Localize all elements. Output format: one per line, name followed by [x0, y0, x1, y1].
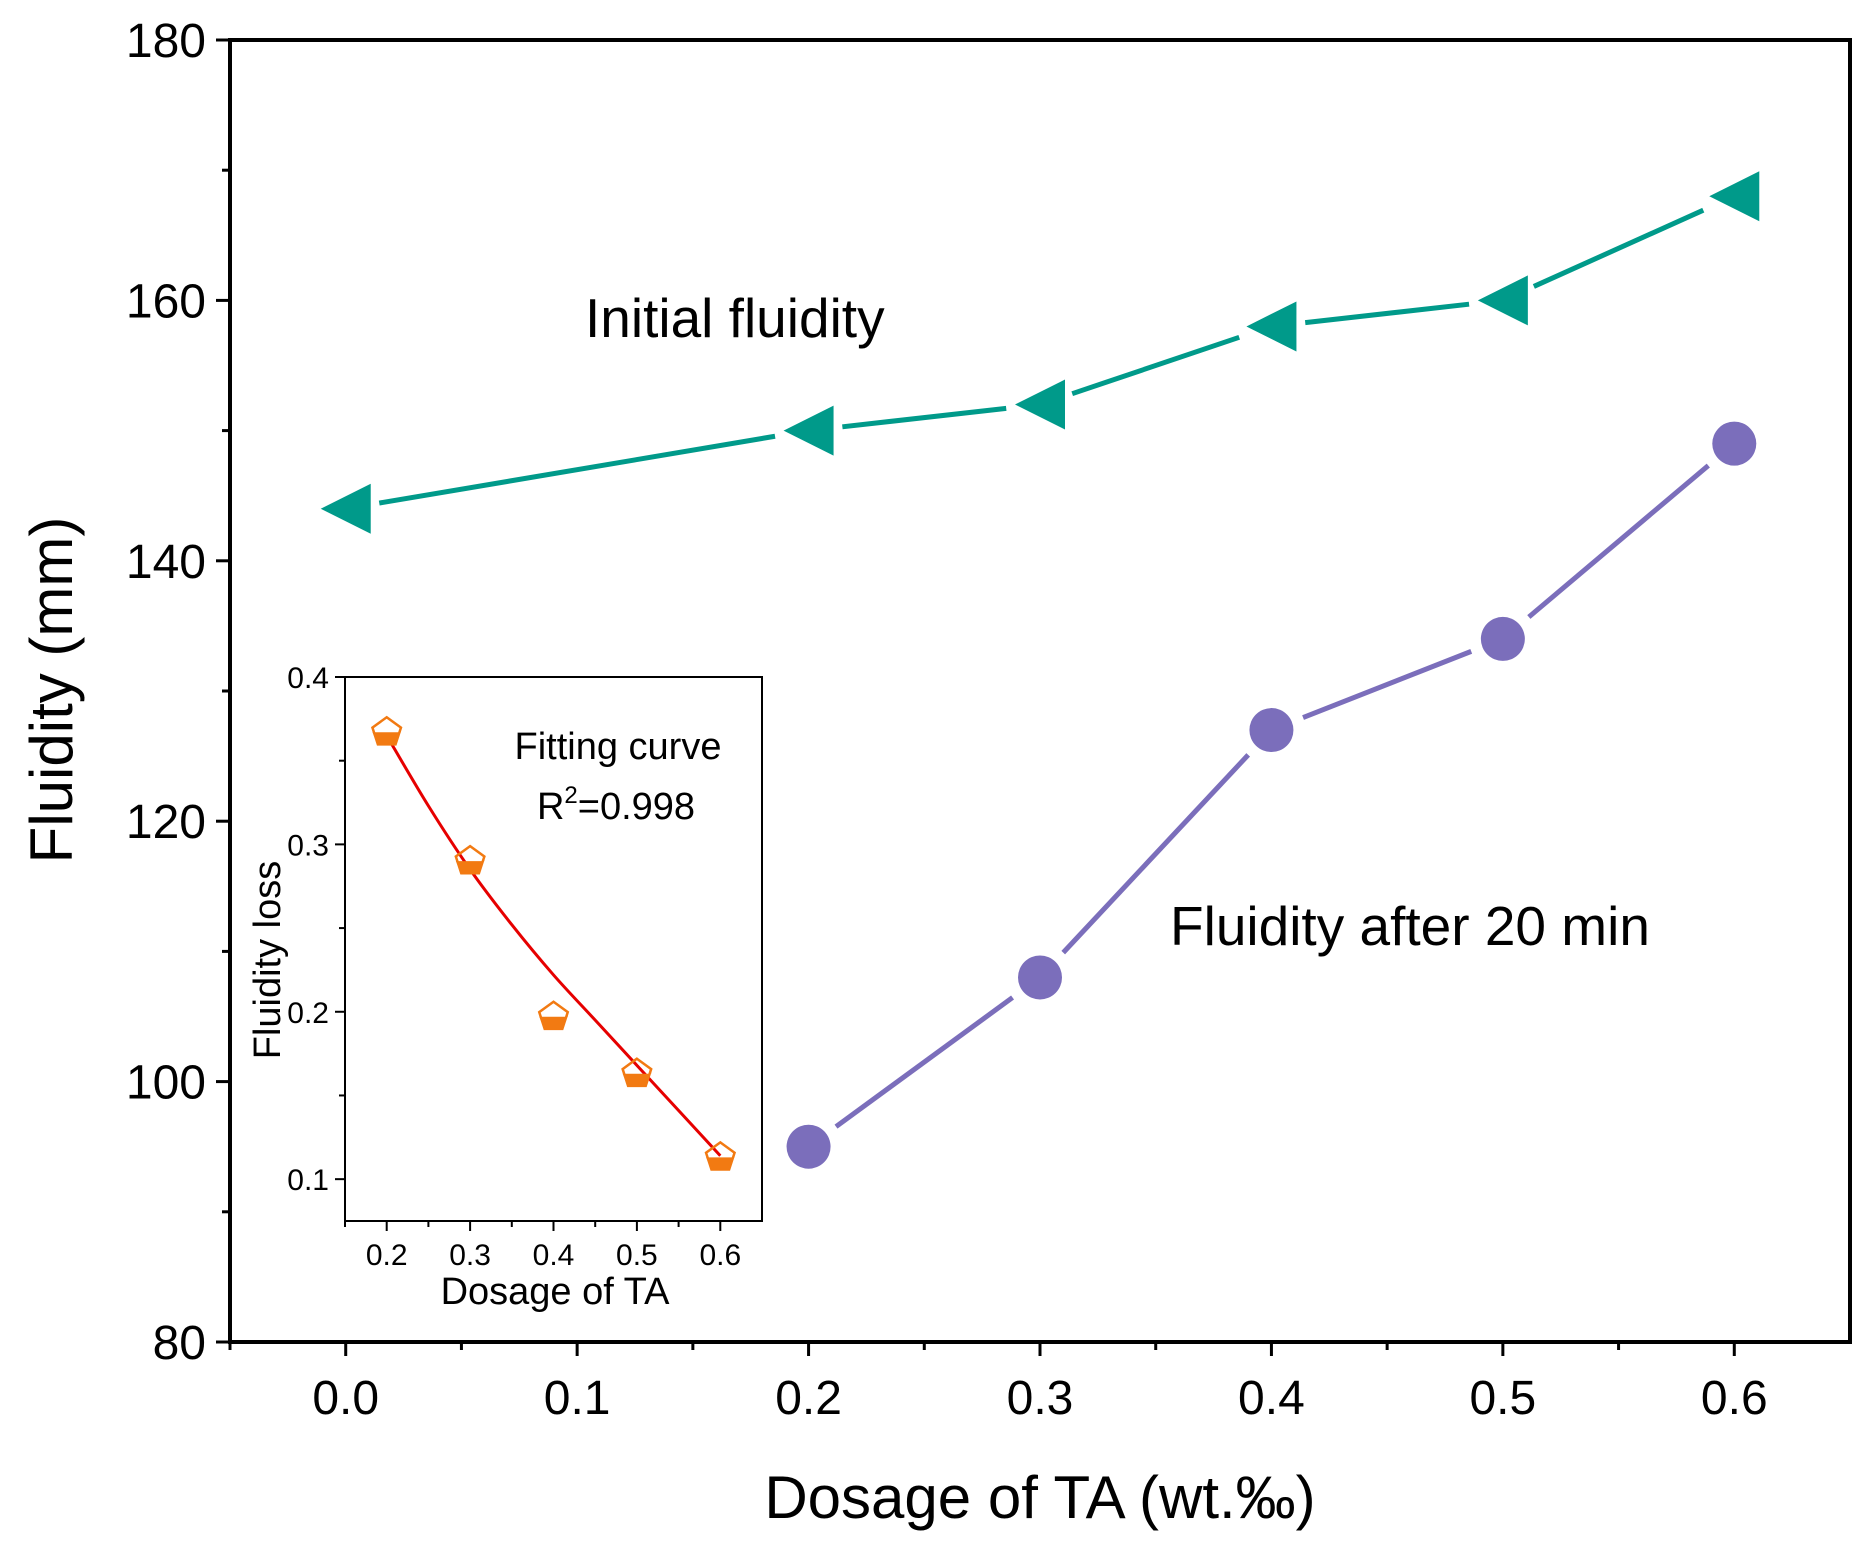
after-20min-point — [1480, 616, 1525, 661]
inset-data-point — [454, 844, 486, 875]
fit-curve — [385, 734, 722, 1157]
x-tick-label: 0.1 — [544, 1372, 611, 1425]
marker-outline — [537, 1000, 570, 1031]
marker-fill — [539, 1012, 568, 1029]
inset-x-tick-label: 0.5 — [616, 1239, 658, 1272]
marker-fill — [622, 1069, 652, 1086]
inset-data-point — [537, 1000, 570, 1031]
y-tick-label: 160 — [126, 275, 206, 328]
y-tick-label: 120 — [126, 796, 206, 849]
r2-value: =0.998 — [578, 786, 695, 828]
inset-x-tick-label: 0.3 — [449, 1239, 491, 1272]
inset-chart: 0.2 0.3 0.4 0.5 0.6 0.1 0.2 0.3 0.4 Dosage of T… — [247, 662, 763, 1313]
initial-series-segment — [1304, 301, 1470, 326]
after-20min-point — [1712, 421, 1757, 466]
fit-annotation-title: Fitting curve — [515, 726, 722, 768]
after-20min-point — [786, 1124, 831, 1169]
y-tick-label: 180 — [126, 15, 206, 68]
after-series-segment — [1527, 463, 1710, 619]
inset-y-tick-label: 0.2 — [287, 997, 329, 1030]
inset-y-tick-label: 0.1 — [287, 1164, 329, 1197]
x-tick-label: 0.3 — [1007, 1372, 1074, 1425]
y-axis-title: Fluidity (mm) — [18, 517, 85, 864]
y-tick-label: 100 — [126, 1057, 206, 1110]
fit-annotation-r2: R2=0.998 — [537, 782, 695, 828]
y-tick-label: 80 — [153, 1317, 206, 1370]
initial-fluidity-point — [320, 483, 371, 534]
marker-fill — [455, 856, 485, 874]
inset-data-point — [370, 715, 403, 746]
marker-outline — [370, 715, 403, 746]
marker-outline — [621, 1057, 653, 1088]
initial-fluidity-point — [1477, 275, 1528, 326]
after-20min-point — [1249, 708, 1294, 753]
after-series-segment — [1302, 649, 1473, 720]
inset-y-tick-label: 0.4 — [287, 662, 329, 695]
x-tick-label: 0.2 — [775, 1372, 842, 1425]
initial-fluidity-point — [1709, 171, 1760, 222]
x-tick-label: 0.6 — [1701, 1372, 1768, 1425]
marker-outline — [704, 1140, 737, 1171]
initial-fluidity-point — [783, 405, 834, 456]
inset-background — [345, 677, 762, 1221]
inset-y-axis-title: Fluidity loss — [247, 861, 289, 1060]
inset-x-tick-label: 0.4 — [533, 1239, 575, 1272]
initial-series-segment — [1532, 207, 1705, 289]
x-tick-label: 0.5 — [1469, 1372, 1536, 1425]
initial-series-segment — [378, 433, 776, 506]
series-label-after: Fluidity after 20 min — [1170, 895, 1650, 957]
inset-x-tick-label: 0.6 — [699, 1239, 741, 1272]
r2-symbol: R — [537, 786, 564, 828]
x-tick-label: 0.0 — [312, 1372, 379, 1425]
initial-series-segment — [842, 405, 1007, 430]
inset-x-axis-title: Dosage of TA — [441, 1271, 670, 1313]
x-tick-label: 0.4 — [1238, 1372, 1305, 1425]
marker-fill — [372, 727, 401, 745]
inset-x-tick-label: 0.2 — [366, 1239, 408, 1272]
series-label-initial: Initial fluidity — [585, 287, 885, 349]
marker-fill — [706, 1152, 735, 1170]
initial-fluidity-point — [1015, 379, 1065, 430]
y-tick-label: 140 — [126, 536, 206, 589]
inset-data-point — [704, 1140, 737, 1171]
after-series-segment — [1061, 753, 1251, 955]
inset-y-tick-label: 0.3 — [287, 829, 329, 862]
marker-outline — [454, 844, 486, 875]
after-20min-point — [1018, 955, 1062, 1000]
initial-series-segment — [1071, 334, 1241, 397]
x-axis-title: Dosage of TA (wt.‰) — [764, 1464, 1315, 1531]
initial-fluidity-point — [1246, 301, 1297, 352]
inset-data-point — [621, 1057, 653, 1088]
after-series-segment — [834, 995, 1015, 1129]
r2-superscript: 2 — [564, 782, 577, 809]
